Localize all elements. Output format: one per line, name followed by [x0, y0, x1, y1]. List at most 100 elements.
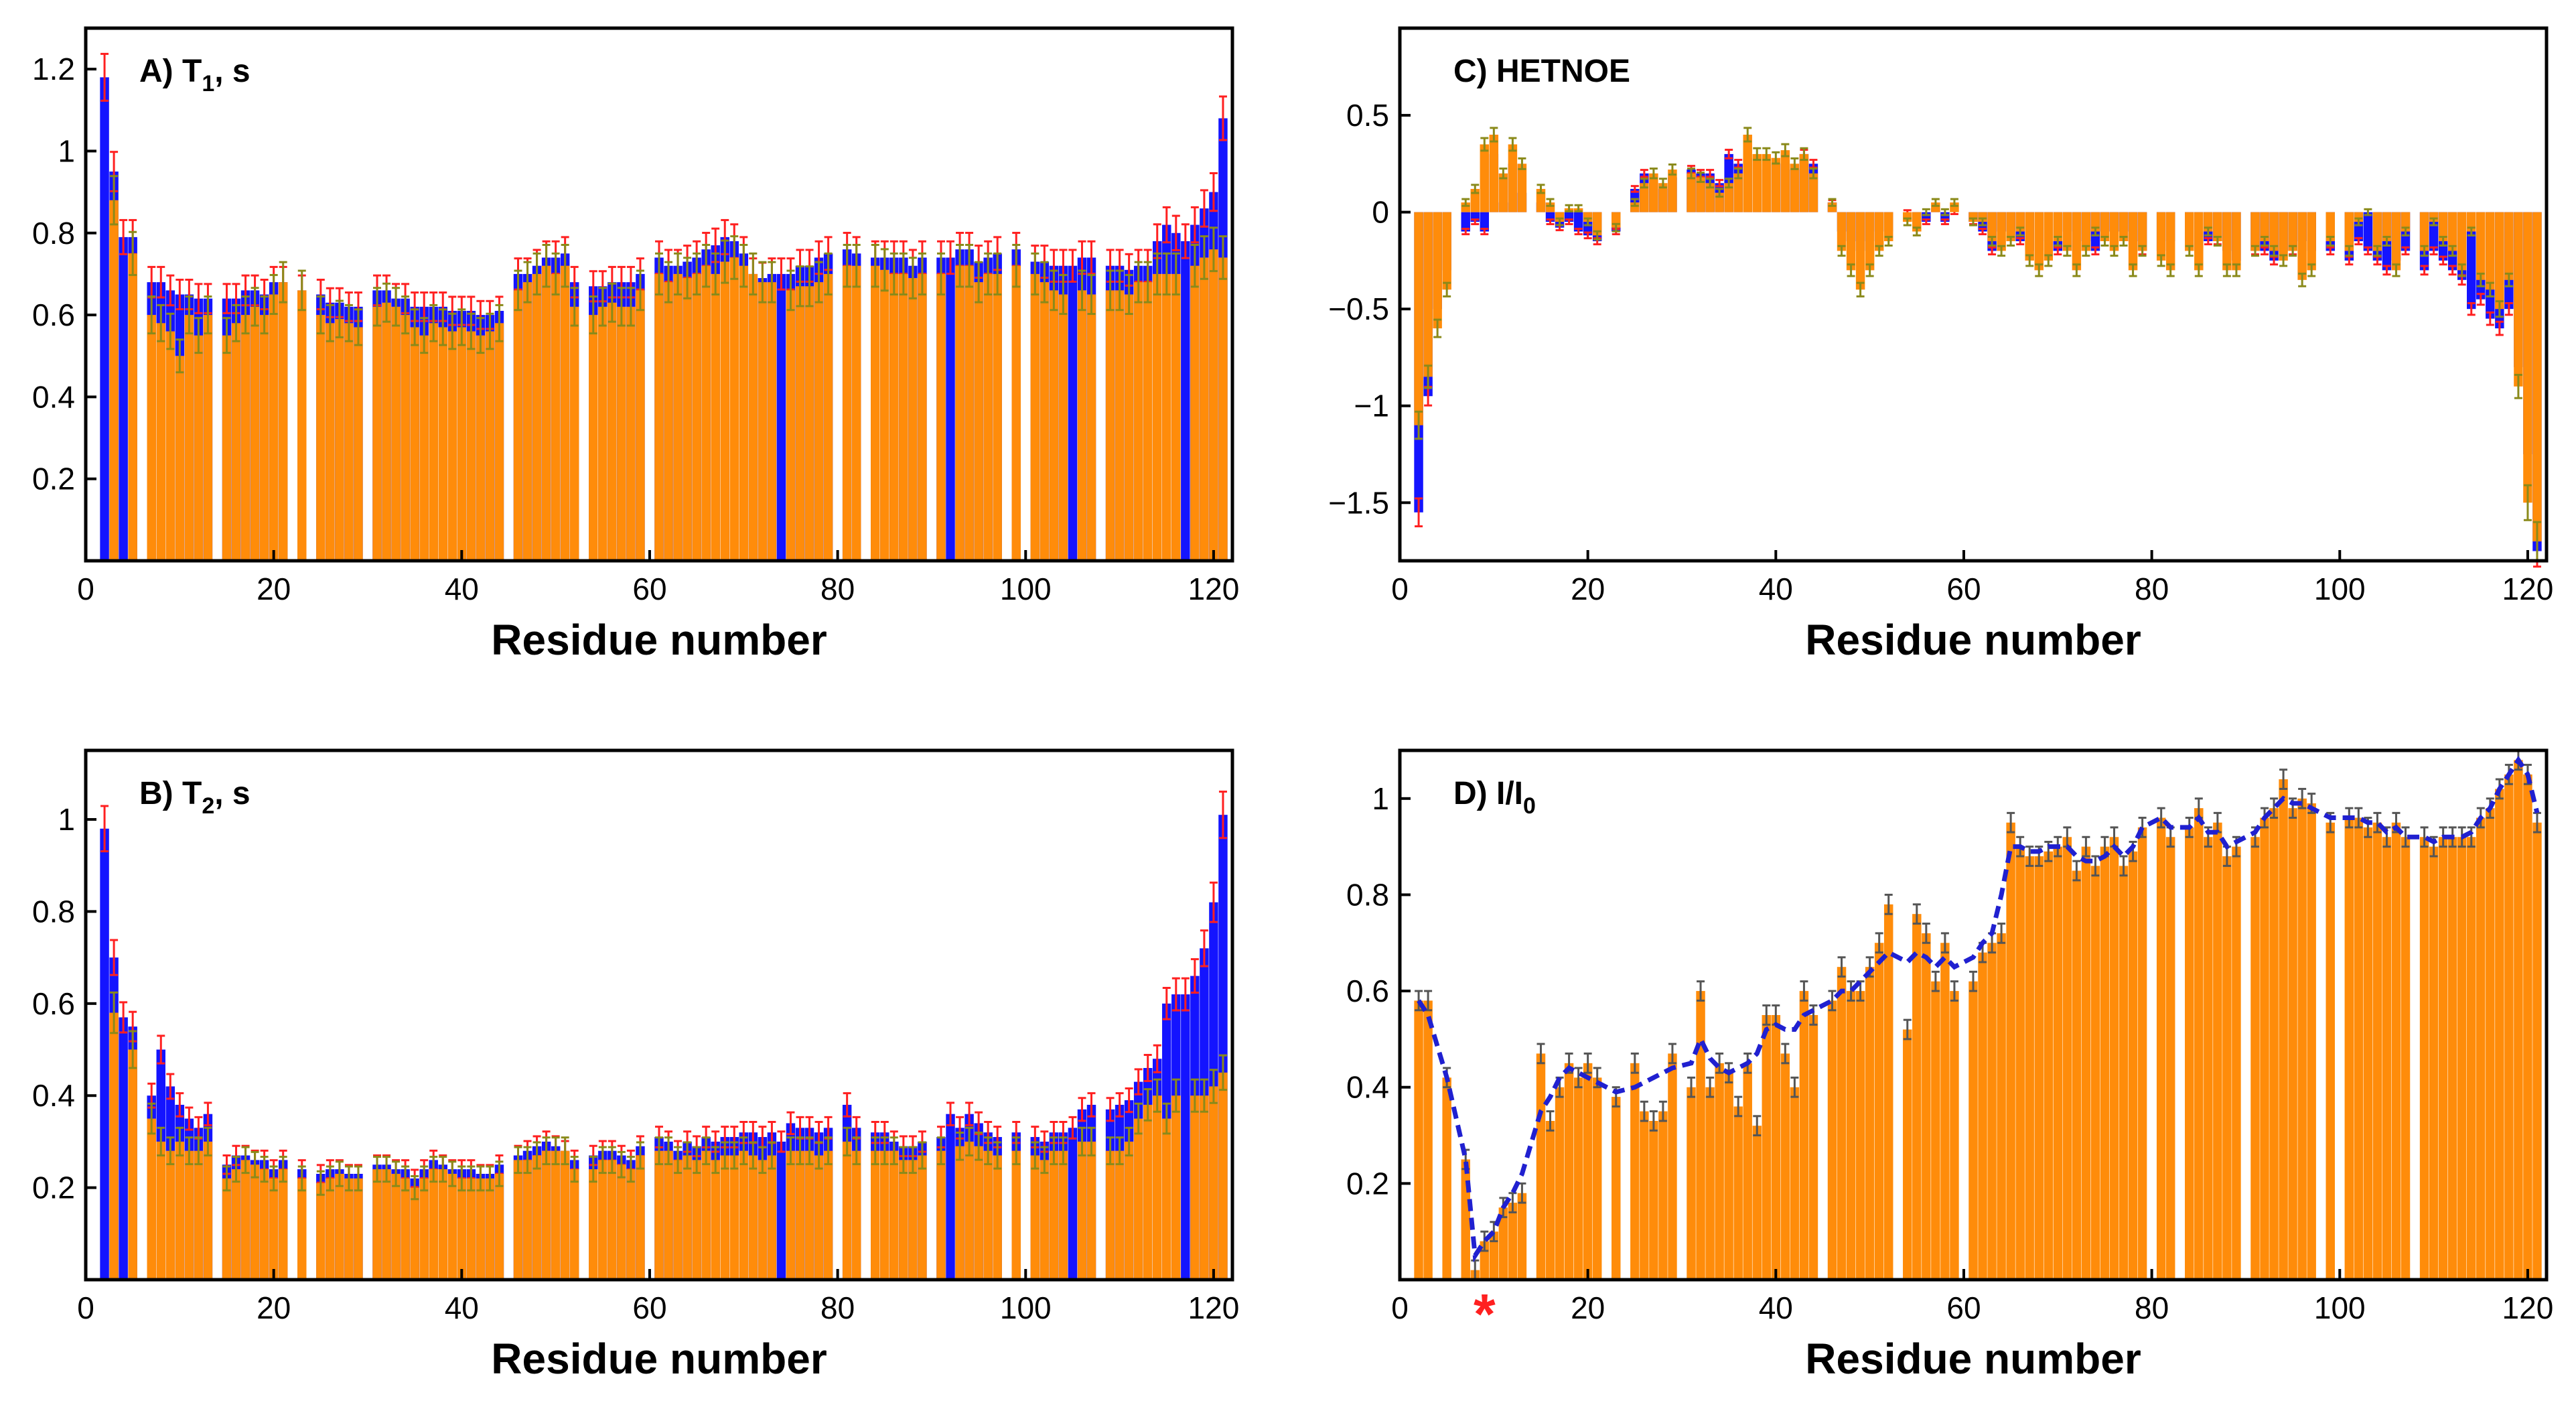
- bar-orange: [278, 282, 288, 561]
- bar-orange: [1808, 173, 1818, 212]
- bar-orange: [2100, 212, 2110, 241]
- bar-orange: [701, 1150, 711, 1280]
- bar-orange: [156, 1141, 165, 1280]
- bar-orange: [1200, 257, 1209, 561]
- bar-orange: [354, 327, 363, 561]
- bar-orange: [1733, 173, 1743, 212]
- x-tick-label: 20: [257, 572, 291, 606]
- y-tick-label: 0: [1372, 195, 1389, 230]
- bar-orange: [2476, 817, 2486, 1280]
- bar-orange: [354, 1178, 363, 1280]
- y-tick-label: 0.4: [1346, 1070, 1389, 1105]
- panel-title-main: C) HETNOE: [1453, 54, 1630, 89]
- bar-orange: [1133, 1118, 1143, 1280]
- bar-orange: [2504, 774, 2514, 1280]
- bar-orange: [1115, 290, 1125, 561]
- bar-orange: [2072, 870, 2082, 1280]
- y-tick-label: −1.5: [1328, 485, 1389, 520]
- bar-orange: [1752, 1126, 1762, 1280]
- bar-orange: [2090, 866, 2100, 1280]
- bar-orange: [1536, 1053, 1546, 1280]
- bar-orange: [1640, 1111, 1649, 1280]
- y-tick-label: 0.2: [32, 1170, 75, 1205]
- bar-orange: [1105, 290, 1115, 561]
- bar-blue: [946, 1114, 955, 1280]
- bar-orange: [889, 1150, 899, 1280]
- bar-blue: [946, 257, 955, 561]
- bar-orange: [899, 1160, 908, 1280]
- x-tick-label: 40: [1759, 572, 1793, 606]
- bar-orange: [203, 1141, 213, 1280]
- bar-orange: [2438, 837, 2448, 1280]
- bar-orange: [1498, 1207, 1508, 1280]
- bar-orange: [2297, 798, 2307, 1280]
- bar-orange: [401, 1178, 410, 1280]
- bar-orange: [231, 323, 241, 561]
- bar-orange: [1218, 257, 1228, 561]
- y-tick-label: 1: [58, 133, 75, 168]
- bar-orange: [993, 273, 1002, 561]
- bar-orange: [1153, 273, 1162, 561]
- bar-orange: [589, 1169, 598, 1280]
- panel-title-suffix: , s: [214, 54, 250, 89]
- bar-orange: [1987, 212, 1997, 241]
- bar-orange: [1508, 1203, 1518, 1280]
- bar-orange: [2447, 212, 2457, 251]
- bar-orange: [673, 273, 683, 561]
- bar-orange: [1771, 1015, 1781, 1280]
- bar-orange: [2213, 822, 2222, 1280]
- bar-orange: [344, 1178, 354, 1280]
- bar-orange: [1846, 212, 1856, 271]
- bar-orange: [1705, 1087, 1715, 1280]
- y-tick-label: 0.8: [32, 216, 75, 251]
- bar-orange: [494, 1174, 504, 1280]
- bar-orange: [457, 1178, 467, 1280]
- bar-orange: [335, 319, 344, 561]
- bar-orange: [382, 302, 391, 561]
- bar-orange: [1808, 1015, 1818, 1280]
- bar-orange: [1846, 991, 1856, 1280]
- bar-orange: [231, 1169, 241, 1280]
- bar-orange: [2486, 808, 2495, 1280]
- bar-orange: [2109, 212, 2119, 251]
- bar-orange: [2119, 212, 2129, 241]
- bar-orange: [2429, 846, 2439, 1280]
- bar-orange: [494, 323, 504, 561]
- bar-orange: [1498, 173, 1508, 212]
- x-tick-label: 60: [1946, 572, 1981, 606]
- bar-orange: [1855, 991, 1865, 1280]
- panel-title-main: B) T: [139, 776, 202, 811]
- bar-orange: [1940, 943, 1950, 1280]
- bar-orange: [2260, 212, 2269, 241]
- bar-orange: [711, 273, 720, 561]
- bar-orange: [485, 331, 495, 561]
- bar-orange: [2269, 808, 2279, 1280]
- bar-orange: [701, 265, 711, 561]
- bar-orange: [692, 273, 701, 561]
- bar-orange: [2128, 212, 2138, 271]
- bar-orange: [607, 1160, 617, 1280]
- bar-blue: [119, 237, 128, 561]
- bar-orange: [1414, 212, 1423, 425]
- bar-orange: [1668, 170, 1677, 212]
- bar-orange: [664, 1150, 673, 1280]
- bar-orange: [2495, 212, 2504, 310]
- bar-orange: [1209, 249, 1218, 561]
- bar-orange: [851, 265, 861, 561]
- bar-blue: [2363, 212, 2373, 251]
- bar-orange: [1209, 1086, 1218, 1280]
- bar-orange: [1573, 1077, 1583, 1280]
- bar-orange: [447, 331, 457, 561]
- bar-orange: [1171, 1095, 1181, 1280]
- bar-orange: [626, 306, 636, 561]
- bar-orange: [795, 1150, 805, 1280]
- bar-orange: [2062, 212, 2072, 251]
- bar-orange: [617, 306, 626, 561]
- bar-orange: [993, 1155, 1002, 1280]
- bar-orange: [541, 1150, 551, 1280]
- bar-orange: [128, 253, 137, 561]
- bar-blue: [1181, 994, 1190, 1280]
- bar-orange: [326, 323, 335, 561]
- bar-orange: [1733, 1106, 1743, 1280]
- bar-orange: [2250, 212, 2260, 251]
